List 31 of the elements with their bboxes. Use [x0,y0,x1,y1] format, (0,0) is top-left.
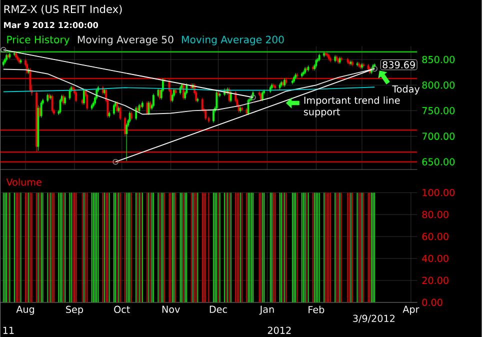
annotation: Today [392,85,420,94]
y-tick-label: 0.00 [422,298,442,306]
text: Moving Average 200 [182,36,284,46]
y-tick-label: 20.00 [422,276,448,284]
y-tick-label: 850.00 [422,56,455,64]
y-tick-label: 800.00 [422,81,455,89]
chart-title: Volume [6,178,42,186]
y-tick-label: 650.00 [422,158,455,166]
series-label: Price History [7,36,70,46]
x-tick-label: Apr [402,306,420,315]
text: 11 [3,326,14,334]
x-tick-label: Dec [210,306,227,313]
x-tick-label: Aug [16,306,34,315]
text: 3/9/2012 [353,314,394,323]
x-tick-label: Feb [308,306,324,314]
annotation: Important trend line support [304,96,400,118]
y-tick-label: 80.00 [422,210,448,218]
y-tick-label: 60.00 [422,232,448,240]
y-tick-label: 40.00 [422,254,448,262]
x-tick-label: Oct [114,306,130,314]
y-tick-label: 700.00 [422,132,455,140]
chart-title: RMZ-X (US REIT Index) [4,4,122,14]
y-tick-label: 100.00 [422,188,455,196]
x-tick-label: Sep [66,306,84,315]
text: 2012 [268,326,291,334]
x-tick-label: Nov [162,306,180,313]
text: Moving Average 50 [78,36,174,46]
y-tick-label: 750.00 [422,107,455,114]
chart-subtitle: Mar 9 2012 12:00:00 [4,22,98,28]
annotation: 839.69 [382,61,415,68]
x-tick-label: Jan [259,306,274,315]
